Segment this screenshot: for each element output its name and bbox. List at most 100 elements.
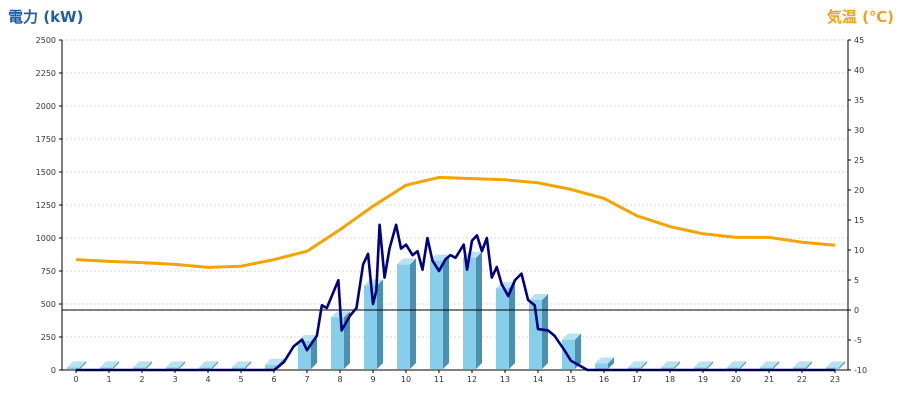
x-tick-label: 2 (139, 375, 144, 384)
bar-side (410, 258, 416, 369)
bar-front (397, 264, 410, 369)
bar-side (377, 279, 383, 369)
x-tick-label: 20 (731, 375, 741, 384)
power-bar (694, 361, 713, 369)
right-tick-label: 45 (854, 36, 864, 45)
power-bar (397, 258, 416, 369)
bar-front (727, 367, 740, 369)
bar-top (562, 333, 581, 340)
bar-front (67, 367, 80, 369)
bar-top (397, 258, 416, 265)
bar-front (430, 260, 443, 369)
x-tick-label: 5 (238, 375, 243, 384)
bar-front (793, 367, 806, 369)
bar-front (529, 300, 542, 369)
x-tick-label: 12 (467, 375, 477, 384)
power-bar (199, 361, 218, 369)
bar-front (496, 288, 509, 369)
power-bar (166, 361, 185, 369)
bar-front (364, 285, 377, 369)
bar-front (166, 367, 179, 369)
left-axis-ticks: 0 250 500 750 1000 1250 1500 1750 2000 2250 2500 (36, 36, 62, 375)
x-tick-label: 11 (434, 375, 444, 384)
right-tick-label: 20 (854, 186, 864, 195)
left-tick-label: 500 (41, 300, 56, 309)
right-tick-label: 35 (854, 96, 864, 105)
bar-front (463, 257, 476, 369)
bar-side (113, 361, 119, 369)
power-bar (100, 361, 119, 369)
left-tick-label: 750 (41, 267, 56, 276)
power-bar (232, 361, 251, 369)
temperature-series-line (75, 175, 836, 269)
bar-top (760, 361, 779, 368)
bar-top (133, 361, 152, 368)
x-axis-ticks: 0 1 2 3 4 5 6 7 8 9 10 11 12 13 14 15 16 17 18 19 20 21 22 23 (73, 370, 840, 384)
bar-side (575, 333, 581, 369)
left-tick-label: 1500 (36, 168, 56, 177)
x-tick-label: 9 (370, 375, 375, 384)
x-tick-label: 8 (337, 375, 342, 384)
power-bar (760, 361, 779, 369)
left-tick-label: 1750 (36, 135, 56, 144)
x-tick-label: 21 (764, 375, 774, 384)
bar-front (628, 367, 641, 369)
right-tick-label: -10 (854, 366, 867, 375)
left-tick-label: 1000 (36, 234, 56, 243)
right-axis-title: 気温 (℃) (827, 8, 894, 26)
left-tick-label: 2000 (36, 102, 56, 111)
x-tick-label: 13 (500, 375, 510, 384)
right-tick-label: 0 (854, 306, 859, 315)
right-tick-label: 30 (854, 126, 864, 135)
power-bar (529, 294, 548, 369)
left-axis-title: 電力 (kW) (8, 8, 83, 26)
x-tick-label: 22 (797, 375, 807, 384)
x-tick-label: 15 (566, 375, 576, 384)
bar-side (146, 361, 152, 369)
power-bar (133, 361, 152, 369)
x-tick-label: 7 (304, 375, 309, 384)
bar-side (245, 361, 251, 369)
x-tick-label: 3 (172, 375, 177, 384)
power-bar (661, 361, 680, 369)
bar-side (674, 361, 680, 369)
right-tick-label: -5 (854, 336, 862, 345)
bar-side (740, 361, 746, 369)
bar-front (661, 367, 674, 369)
power-bar (364, 279, 383, 369)
temperature-line (75, 175, 836, 269)
bar-top (463, 251, 482, 258)
x-tick-label: 17 (632, 375, 642, 384)
right-tick-label: 5 (854, 276, 859, 285)
bar-front (760, 367, 773, 369)
bar-side (80, 361, 86, 369)
bar-top (67, 361, 86, 368)
x-tick-label: 14 (533, 375, 543, 384)
bar-top (199, 361, 218, 368)
power-bars (67, 251, 845, 369)
power-bar (496, 282, 515, 369)
x-tick-label: 1 (106, 375, 111, 384)
bar-front (265, 364, 278, 369)
right-tick-label: 40 (854, 66, 864, 75)
x-tick-label: 18 (665, 375, 675, 384)
power-bar (628, 361, 647, 369)
bar-top (166, 361, 185, 368)
bar-side (542, 294, 548, 369)
x-tick-label: 19 (698, 375, 708, 384)
power-series-line (76, 223, 835, 372)
left-tick-label: 2500 (36, 36, 56, 45)
bar-side (179, 361, 185, 369)
bar-front (133, 367, 146, 369)
power-bar (727, 361, 746, 369)
x-tick-label: 23 (830, 375, 840, 384)
power-line (76, 223, 835, 372)
left-tick-label: 1250 (36, 201, 56, 210)
power-bar (430, 254, 449, 369)
bar-side (806, 361, 812, 369)
left-tick-label: 250 (41, 333, 56, 342)
x-tick-label: 6 (271, 375, 276, 384)
bar-front (826, 367, 839, 369)
power-bar (595, 357, 614, 369)
